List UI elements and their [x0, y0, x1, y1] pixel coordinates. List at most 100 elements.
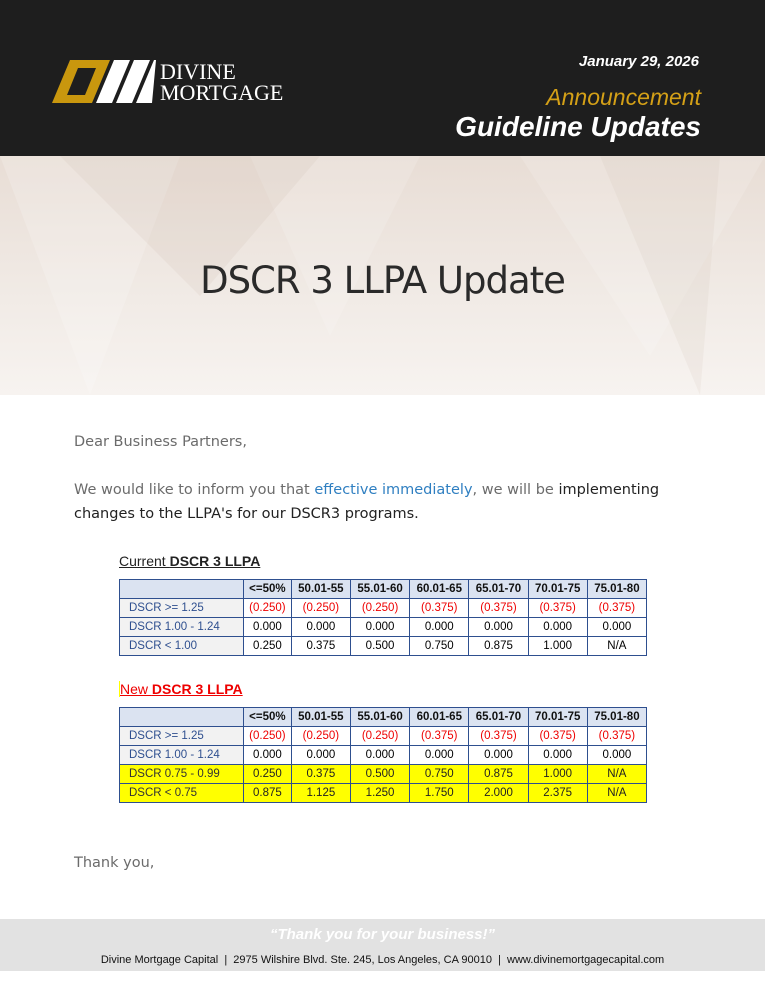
- logo-icon: [52, 60, 156, 103]
- table-cell: (0.375): [468, 598, 529, 618]
- column-header: 70.01-75: [527, 579, 588, 599]
- table-cell: (0.375): [586, 726, 648, 746]
- table-cell: 1.000: [527, 764, 588, 784]
- announcement-label: Announcement: [546, 84, 701, 110]
- header: DIVINE MORTGAGE January 29, 2026 Announc…: [0, 0, 765, 156]
- column-header: 65.01-70: [468, 707, 529, 727]
- table-cell: 0.000: [586, 745, 648, 765]
- table-cell: 0.500: [349, 764, 411, 784]
- new-llpa-table: <=50% 50.01-55 55.01-60 60.01-65 65.01-70 70.…: [119, 707, 648, 803]
- table-row: DSCR 1.00 - 1.24 0.000 0.000 0.000 0.000 0.00…: [119, 745, 648, 765]
- table-cell: (0.250): [349, 598, 411, 618]
- table-cell: 0.000: [290, 617, 351, 637]
- table-cell: 0.000: [468, 617, 529, 637]
- table-cell: 0.000: [243, 745, 292, 765]
- logo-line-2: MORTGAGE: [160, 80, 284, 105]
- table-cell: 0.250: [243, 764, 292, 784]
- table-cell: 0.000: [527, 617, 588, 637]
- table-cell: (0.375): [586, 598, 648, 618]
- table-cell: 0.750: [409, 636, 470, 656]
- column-header: 75.01-80: [586, 579, 648, 599]
- table-cell: N/A: [586, 764, 648, 784]
- text: DSCR 3 LLPA: [151, 681, 243, 697]
- header-row: <=50% 50.01-55 55.01-60 60.01-65 65.01-70 70.…: [119, 707, 648, 727]
- column-header: <=50%: [243, 579, 292, 599]
- table-cell: 0.000: [409, 617, 470, 637]
- column-header: [119, 579, 244, 599]
- logo-wordmark: DIVINE MORTGAGE: [160, 59, 284, 105]
- table-cell: 0.875: [243, 783, 292, 803]
- table-cell: (0.375): [527, 726, 588, 746]
- text: implementing changes to the LLPA's for o…: [74, 482, 660, 522]
- footer: “Thank you for your business!” Divine Mo…: [0, 919, 765, 971]
- column-header: 60.01-65: [409, 579, 470, 599]
- header-row: <=50% 50.01-55 55.01-60 60.01-65 65.01-70 70.…: [119, 579, 648, 599]
- row-label: DSCR 0.75 - 0.99: [119, 764, 244, 784]
- table-cell: 0.500: [349, 636, 411, 656]
- row-label: DSCR 1.00 - 1.24: [119, 745, 244, 765]
- table-cell: 0.875: [468, 764, 529, 784]
- column-header: 50.01-55: [290, 707, 351, 727]
- current-table-title: Current DSCR 3 LLPA: [119, 553, 260, 569]
- table-cell: 1.000: [527, 636, 588, 656]
- table-cell: (0.250): [243, 726, 292, 746]
- table-cell: (0.250): [349, 726, 411, 746]
- table-cell: 2.000: [468, 783, 529, 803]
- table-cell: 0.875: [468, 636, 529, 656]
- column-header: 75.01-80: [586, 707, 648, 727]
- table-cell: 0.000: [349, 617, 411, 637]
- table-cell: 0.000: [409, 745, 470, 765]
- table-cell: N/A: [586, 783, 648, 803]
- current-llpa-table: <=50% 50.01-55 55.01-60 60.01-65 65.01-70 70.…: [119, 579, 648, 656]
- table-cell: 0.000: [243, 617, 292, 637]
- intro-paragraph: We would like to inform you that effecti…: [74, 478, 704, 526]
- column-header: 50.01-55: [290, 579, 351, 599]
- table-cell: (0.375): [468, 726, 529, 746]
- footer-quote: “Thank you for your business!”: [269, 926, 496, 943]
- text: New: [120, 681, 152, 697]
- table-cell: 1.125: [290, 783, 351, 803]
- table-row: DSCR < 0.75 0.875 1.125 1.250 1.750 2.000 2.37…: [119, 783, 648, 803]
- table-cell: 0.375: [290, 636, 351, 656]
- table-cell: 0.000: [349, 745, 411, 765]
- background-pattern: [0, 156, 765, 395]
- new-table-title: New DSCR 3 LLPA: [119, 681, 243, 697]
- table-cell: 0.000: [290, 745, 351, 765]
- row-label: DSCR >= 1.25: [119, 598, 244, 618]
- table-cell: 0.750: [409, 764, 470, 784]
- column-header: 55.01-60: [349, 707, 411, 727]
- logo-line-1: DIVINE: [160, 59, 236, 84]
- table-row: DSCR 0.75 - 0.99 0.250 0.375 0.500 0.750 0.87…: [119, 764, 648, 784]
- table-cell: 0.000: [527, 745, 588, 765]
- table-cell: (0.375): [527, 598, 588, 618]
- hero-title: DSCR 3 LLPA Update: [200, 259, 566, 302]
- table-cell: 0.000: [586, 617, 648, 637]
- table-cell: (0.250): [290, 726, 351, 746]
- table-row: DSCR >= 1.25 (0.250) (0.250) (0.250) (0.375)…: [119, 598, 648, 618]
- closing: Thank you,: [74, 855, 155, 871]
- table-row: DSCR >= 1.25 (0.250) (0.250) (0.250) (0.375)…: [119, 726, 648, 746]
- table-cell: 1.750: [409, 783, 470, 803]
- column-header: <=50%: [243, 707, 292, 727]
- column-header: 70.01-75: [527, 707, 588, 727]
- row-label: DSCR 1.00 - 1.24: [119, 617, 244, 637]
- text: , we will be: [472, 482, 559, 498]
- column-header: [119, 707, 244, 727]
- table-cell: (0.250): [290, 598, 351, 618]
- date: January 29, 2026: [578, 53, 699, 70]
- table-cell: N/A: [586, 636, 648, 656]
- table-row: DSCR 1.00 - 1.24 0.000 0.000 0.000 0.000 0.00…: [119, 617, 648, 637]
- row-label: DSCR >= 1.25: [119, 726, 244, 746]
- header-title: Guideline Updates: [455, 111, 701, 142]
- column-header: 60.01-65: [409, 707, 470, 727]
- column-header: 55.01-60: [349, 579, 411, 599]
- table-cell: (0.375): [409, 726, 470, 746]
- table-cell: (0.250): [243, 598, 292, 618]
- table-cell: 2.375: [527, 783, 588, 803]
- table-cell: 0.250: [243, 636, 292, 656]
- footer-address: Divine Mortgage Capital | 2975 Wilshire …: [100, 954, 665, 966]
- table-row: DSCR < 1.00 0.250 0.375 0.500 0.750 0.875 1.00…: [119, 636, 648, 656]
- text: Current: [119, 553, 170, 569]
- text: DSCR 3 LLPA: [169, 553, 261, 569]
- emphasis-text: effective immediately: [314, 482, 473, 498]
